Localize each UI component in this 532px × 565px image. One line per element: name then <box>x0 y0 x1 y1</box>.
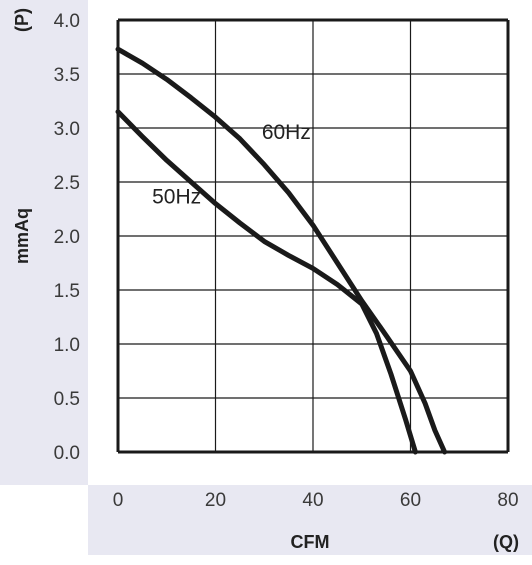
y-axis-title: mmAq <box>12 208 32 264</box>
x-tick-label: 60 <box>400 490 421 511</box>
bottom-band <box>88 485 532 555</box>
y-tick-label: 2.0 <box>54 227 80 248</box>
x-tick-label: 40 <box>302 490 323 511</box>
series-lines <box>115 46 448 455</box>
x-axis-title: CFM <box>291 532 330 552</box>
y-tick-label: 4.0 <box>54 11 80 32</box>
tick-labels: 0 20 40 60 80 0.0 0.5 1.0 1.5 2.0 2.5 3.0 3.5 4.0 <box>54 11 519 511</box>
y-tick-label: 1.5 <box>54 281 80 302</box>
left-band <box>0 0 88 485</box>
series-line-50hz <box>115 109 418 455</box>
series-line-60hz <box>115 46 448 455</box>
y-tick-label: 3.5 <box>54 65 80 86</box>
y-axis-symbol: (P) <box>12 8 32 32</box>
series-label-50hz: 50Hz <box>152 186 201 209</box>
x-tick-label: 20 <box>205 490 226 511</box>
y-tick-label: 3.0 <box>54 119 80 140</box>
y-tick-label: 0.5 <box>54 389 80 410</box>
x-axis-symbol: (Q) <box>493 532 519 552</box>
y-tick-label: 2.5 <box>54 173 80 194</box>
grid-lines <box>116 18 510 454</box>
series-labels: 50Hz 60Hz <box>152 121 311 209</box>
x-tick-label: 0 <box>113 490 124 511</box>
x-tick-label: 80 <box>497 490 518 511</box>
y-tick-label: 1.0 <box>54 335 80 356</box>
series-label-60hz: 60Hz <box>262 121 311 144</box>
y-tick-label: 0.0 <box>54 443 80 464</box>
